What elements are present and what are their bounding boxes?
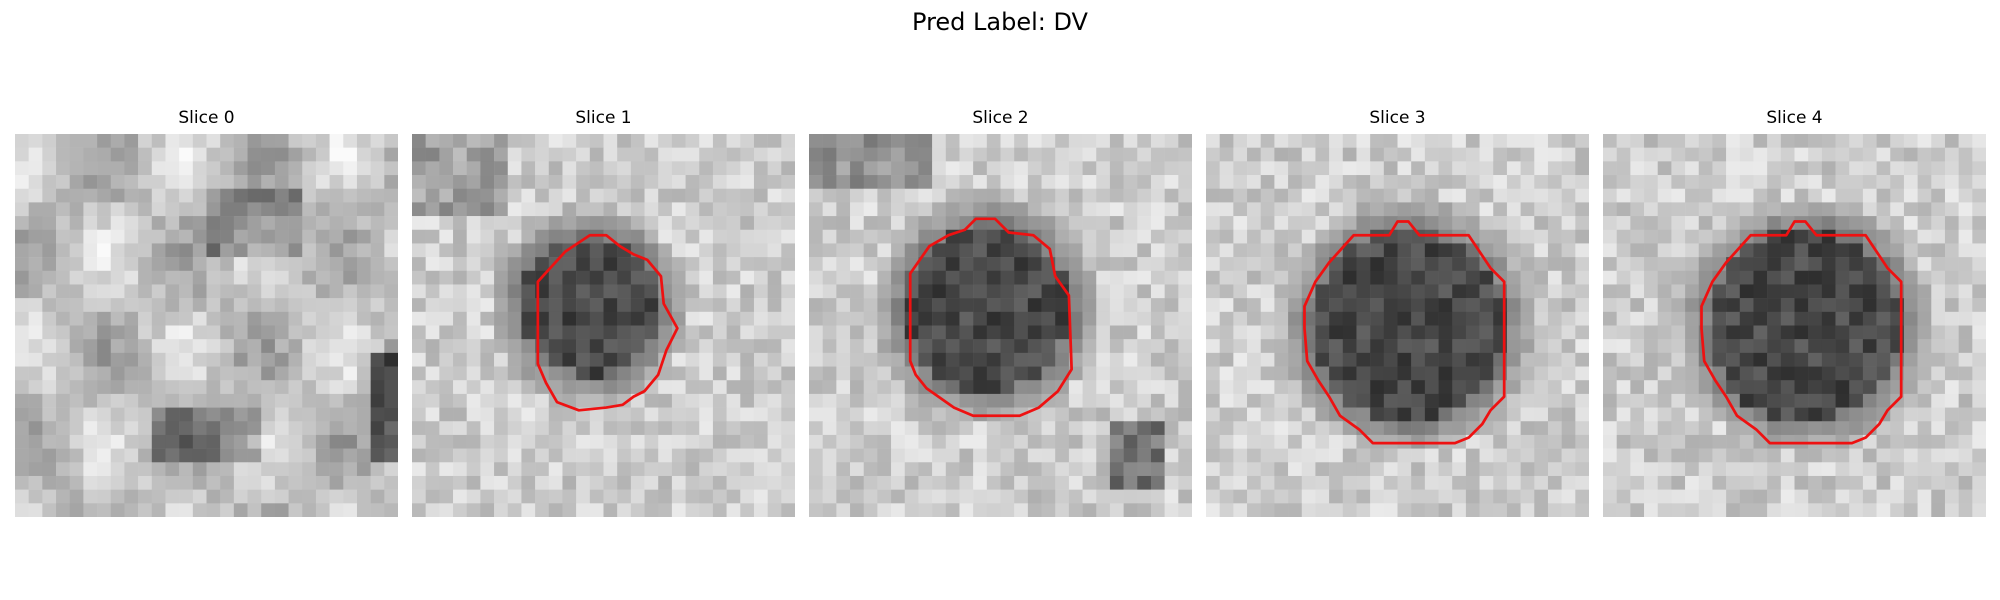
- panel-title: Slice 2: [972, 108, 1029, 128]
- slice-image: [15, 134, 398, 517]
- panel-title: Slice 1: [575, 108, 632, 128]
- panel-title: Slice 0: [178, 108, 235, 128]
- panel-title: Slice 3: [1369, 108, 1426, 128]
- panel-slice-4: Slice 4: [1603, 108, 1986, 520]
- slice-image: [1206, 134, 1589, 517]
- slice-image: [1603, 134, 1986, 517]
- segmentation-contour: [1303, 220, 1506, 445]
- panel-slice-1: Slice 1: [412, 108, 795, 520]
- slice-image: [412, 134, 795, 517]
- slice-image: [809, 134, 1192, 517]
- panel-slice-0: Slice 0: [15, 108, 398, 520]
- segmentation-contour: [536, 233, 679, 412]
- segmentation-contour: [908, 217, 1073, 418]
- panel-slice-2: Slice 2: [809, 108, 1192, 520]
- panel-slice-3: Slice 3: [1206, 108, 1589, 520]
- panel-title: Slice 4: [1766, 108, 1823, 128]
- segmentation-contour: [1700, 220, 1903, 445]
- figure-title: Pred Label: DV: [912, 8, 1088, 36]
